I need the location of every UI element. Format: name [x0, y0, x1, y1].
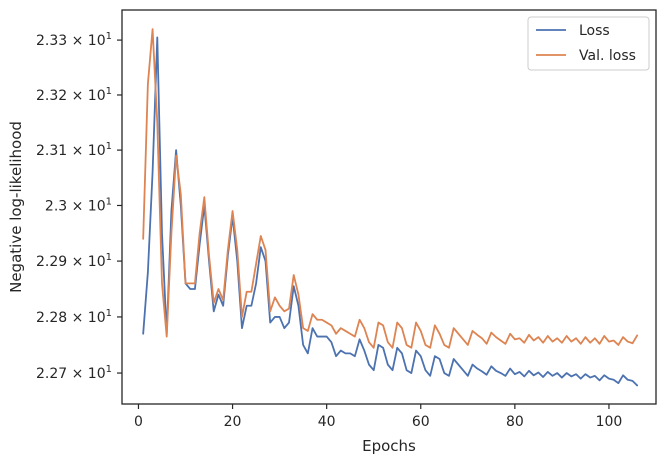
- x-axis: 0 20 40 60 80 100: [134, 404, 622, 430]
- y-tick-label: 2.33 × 101: [36, 31, 112, 49]
- y-tick-label: 2.32 × 101: [36, 86, 112, 104]
- x-tick-label: 0: [134, 414, 143, 430]
- legend-label-loss: Loss: [579, 23, 610, 39]
- plot-frame: [121, 9, 657, 405]
- x-tick-label: 20: [224, 414, 242, 430]
- y-tick-label: 2.3 × 101: [45, 196, 112, 214]
- y-tick-label: 2.27 × 101: [36, 364, 112, 382]
- y-axis-label: Negative log-likelihood: [7, 121, 25, 293]
- x-tick-label: 60: [412, 414, 430, 430]
- legend-label-val-loss: Val. loss: [579, 48, 636, 64]
- x-tick-label: 100: [596, 414, 623, 430]
- x-tick-label: 80: [506, 414, 524, 430]
- x-tick-label: 40: [318, 414, 336, 430]
- y-tick-label: 2.29 × 101: [36, 252, 112, 270]
- y-tick-label: 2.28 × 101: [36, 308, 112, 326]
- y-tick-label: 2.31 × 101: [36, 141, 112, 159]
- y-axis: 2.27 × 101 2.28 × 101 2.29 × 101 2.3 × 101 2…: [36, 31, 122, 382]
- series-lines: [142, 28, 639, 387]
- x-axis-label: Epochs: [362, 437, 416, 455]
- legend: Loss Val. loss: [527, 16, 650, 71]
- series-line-val-loss: [142, 28, 639, 349]
